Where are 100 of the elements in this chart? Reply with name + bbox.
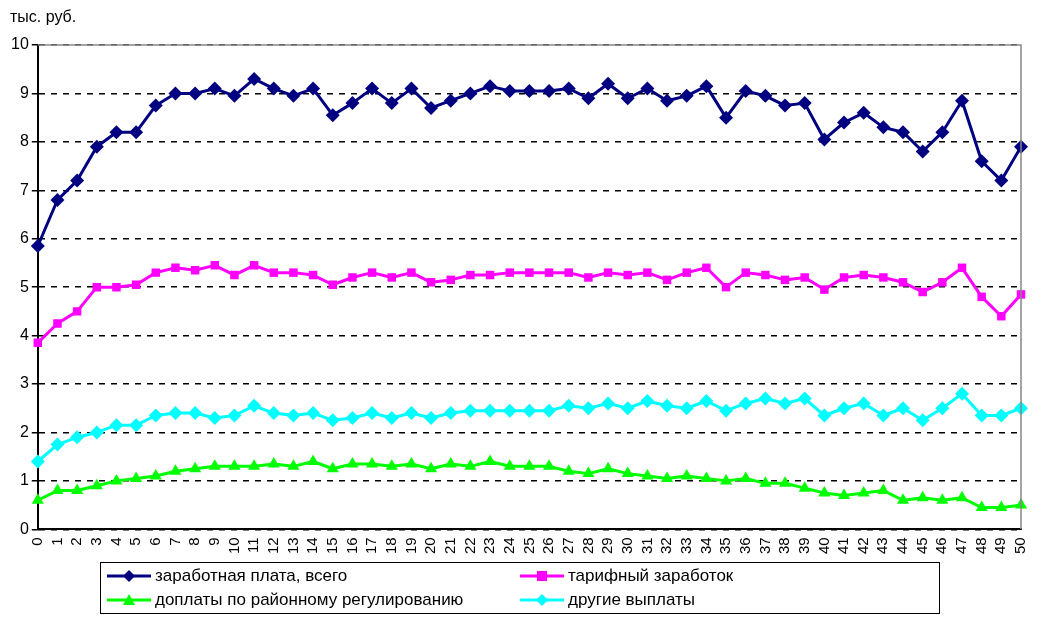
x-tick-label: 7 [165,537,183,546]
point [463,403,478,418]
point [758,391,773,406]
point [227,408,242,423]
point [207,81,222,96]
point [935,125,950,140]
x-tick-label: 4 [106,537,124,546]
y-tick-label: 2 [19,422,29,440]
point [110,473,123,485]
point [680,469,693,480]
point [30,454,45,469]
point [346,456,359,468]
point [505,268,514,277]
point [424,410,439,425]
point [287,459,300,470]
y-tick-label: 9 [19,83,29,101]
point [407,268,416,277]
x-tick-label: 15 [322,537,340,554]
x-tick-label: 0 [27,537,45,546]
point [269,268,279,277]
point [109,418,124,433]
point [286,88,301,103]
point [620,401,635,416]
point [974,408,989,423]
point [248,459,261,470]
point [385,459,398,470]
x-tick-label: 23 [480,537,498,554]
point [544,268,554,277]
point [404,406,419,421]
legend-label: доплаты по районному регулированию [155,590,464,610]
point [325,413,340,428]
point [601,461,615,473]
point [857,485,870,497]
point [561,81,576,96]
point [679,88,694,103]
point [581,401,596,416]
point [149,469,162,480]
point [384,96,399,111]
x-tick-label: 10 [224,537,242,554]
point [700,471,713,482]
point [938,278,947,287]
point [169,464,182,475]
point [31,493,44,504]
x-tick-label: 47 [952,537,970,554]
point [562,464,575,475]
point [859,270,868,280]
x-tick-label: 44 [893,537,911,554]
point [543,459,556,470]
x-tick-label: 34 [696,537,714,554]
x-tick-label: 43 [873,537,891,554]
point [879,273,888,282]
point [188,406,203,421]
x-tick-label: 50 [1011,537,1029,554]
point [640,393,655,408]
point [463,86,478,101]
x-tick-label: 11 [244,537,262,553]
point [53,319,62,328]
point [247,71,262,86]
point [367,268,377,277]
point [876,120,891,135]
point [426,278,436,287]
point [955,93,970,108]
point [266,406,281,421]
point [915,144,930,159]
point [404,81,419,96]
point [227,88,242,103]
point [761,270,770,280]
point [70,173,85,188]
point [522,84,537,99]
x-tick-label: 14 [303,537,321,554]
point [112,282,121,292]
x-tick-label: 48 [971,537,989,554]
point [955,490,969,502]
point [758,88,773,103]
point [623,270,632,280]
point [210,261,220,270]
point [798,481,811,492]
x-tick-label: 30 [617,537,635,554]
point [719,403,734,418]
point [266,81,281,96]
point [975,500,988,512]
point [877,483,890,495]
x-tick-label: 24 [499,537,517,554]
point [896,125,911,140]
x-tick-label: 26 [539,537,557,554]
point [328,280,337,289]
x-tick-label: 12 [263,537,281,554]
point [443,93,458,108]
y-tick-label: 6 [19,229,29,247]
point [739,471,752,482]
point [286,408,301,423]
x-tick-label: 46 [932,537,950,554]
x-tick-label: 5 [126,537,144,546]
point [503,459,516,470]
point [326,461,339,473]
point [974,154,989,169]
x-tick-label: 20 [421,537,439,554]
point [502,403,517,418]
point [109,125,124,140]
point [601,76,616,91]
